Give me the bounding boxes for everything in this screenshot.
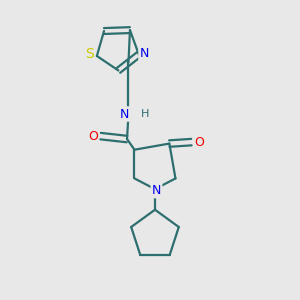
Text: N: N [140, 46, 149, 59]
Text: H: H [140, 109, 149, 119]
Text: O: O [88, 130, 98, 142]
Text: O: O [194, 136, 204, 148]
Text: S: S [85, 47, 94, 61]
Text: N: N [119, 107, 129, 121]
Text: N: N [152, 184, 161, 197]
